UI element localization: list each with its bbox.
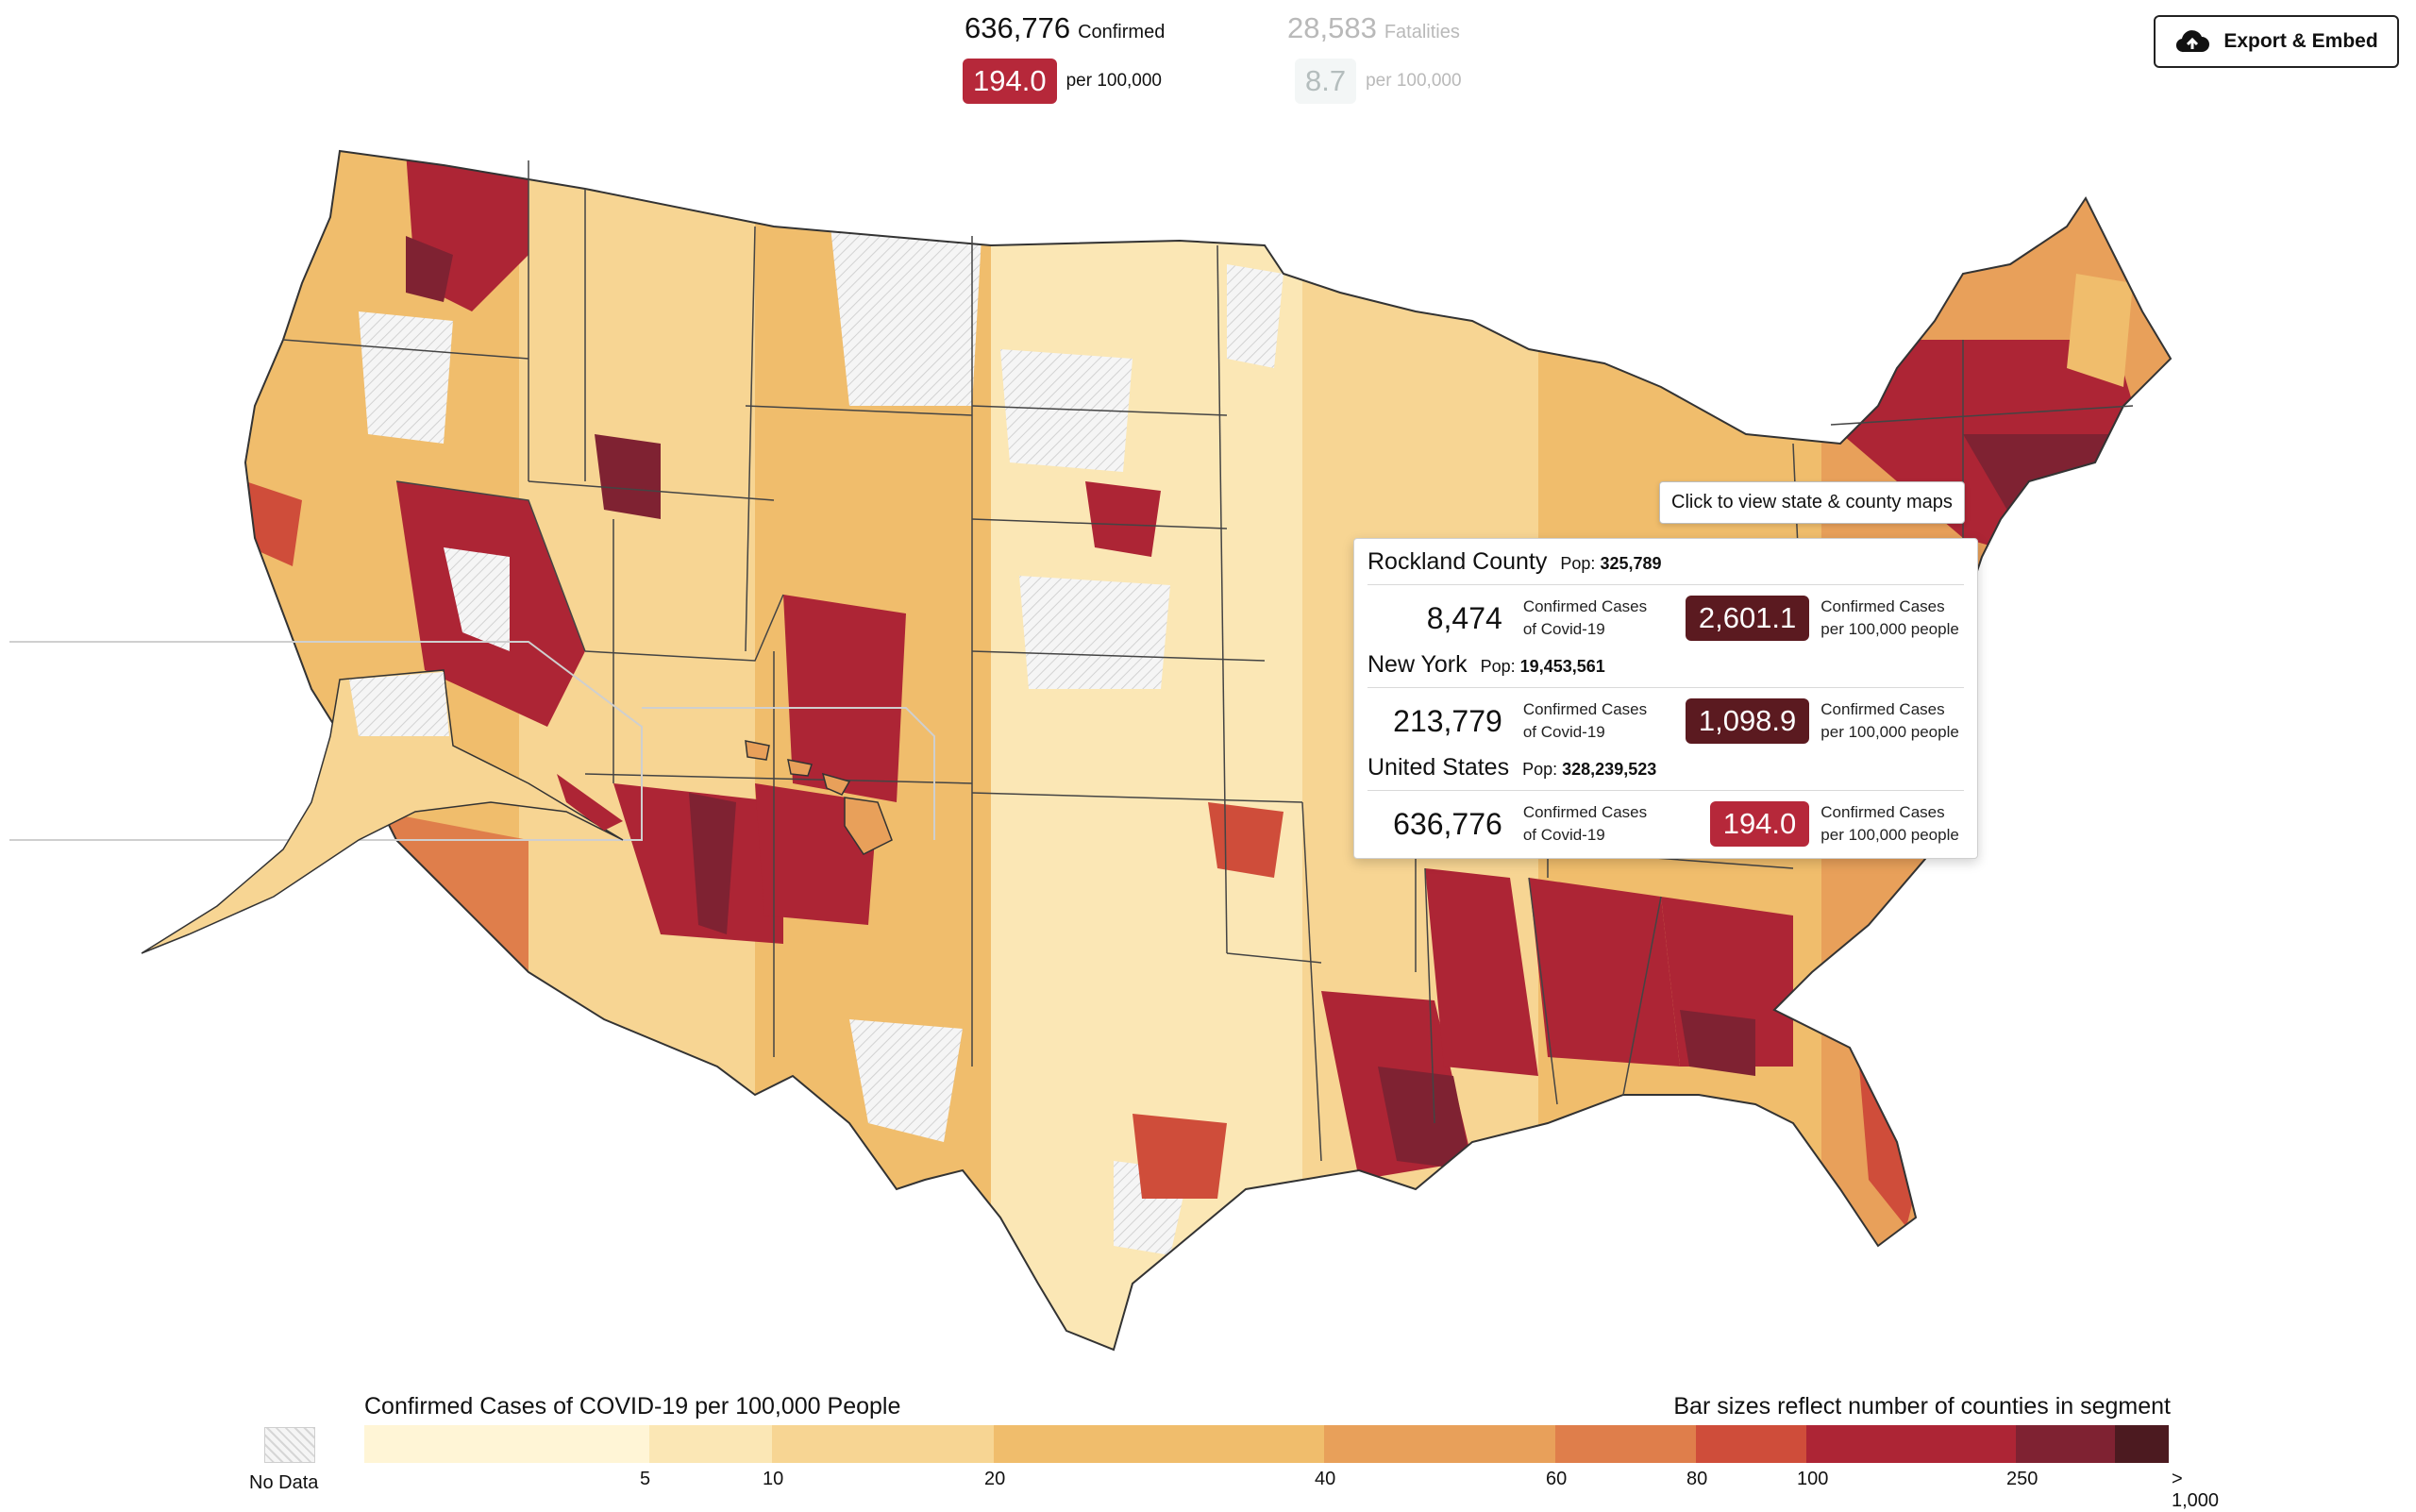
no-data-swatch	[264, 1427, 315, 1463]
state-pop: 19,453,561	[1519, 657, 1605, 676]
country-rate-badge: 194.0	[1709, 801, 1810, 847]
legend-note: Bar sizes reflect number of counties in …	[1673, 1393, 2171, 1420]
legend-segment-5	[1324, 1425, 1555, 1463]
hawaii-shape	[745, 740, 893, 855]
pop-label: Pop:	[1560, 554, 1596, 573]
legend-tick-label: 20	[984, 1469, 1006, 1489]
confirmed-label: Confirmed	[1078, 22, 1166, 42]
confirmed-stat: 636,776 Confirmed	[965, 11, 1165, 45]
panel-section-state: New York Pop: 19,453,561	[1367, 651, 1605, 678]
panel-row-state: 213,779 Confirmed Cases of Covid-19 1,098…	[1367, 687, 1964, 754]
legend-tick-label: 60	[1546, 1469, 1568, 1489]
state-cases: 213,779	[1393, 703, 1502, 738]
hawaii-inset-frame	[642, 707, 935, 840]
legend-segment-1	[364, 1425, 649, 1463]
export-embed-label: Export & Embed	[2223, 30, 2378, 52]
no-data-label: No Data	[249, 1472, 319, 1493]
county-pop: 325,789	[1600, 554, 1662, 573]
country-pop: 328,239,523	[1562, 760, 1657, 779]
panel-row-county: 8,474 Confirmed Cases of Covid-19 2,601.1…	[1367, 584, 1964, 651]
cloud-upload-icon	[2176, 30, 2210, 53]
legend-tick-label: 100	[1797, 1469, 1829, 1489]
fatalities-stat: 28,583 Fatalities	[1287, 11, 1460, 45]
fatalities-per-label: per 100,000	[1366, 71, 1462, 91]
legend-tick-label: 80	[1686, 1469, 1708, 1489]
legend-segment-9	[2016, 1425, 2115, 1463]
fatalities-rate: 8.7 per 100,000	[1295, 59, 1462, 104]
alaska-inset-frame	[9, 641, 643, 841]
confirmed-per-label: per 100,000	[1065, 71, 1162, 91]
legend-tick-label: 40	[1315, 1469, 1336, 1489]
state-rate-badge: 1,098.9	[1685, 698, 1810, 744]
rate-desc: Confirmed Cases per 100,000 people	[1820, 597, 1959, 638]
county-cases: 8,474	[1426, 600, 1502, 635]
legend-tick-label: 250	[2006, 1469, 2038, 1489]
fatalities-label: Fatalities	[1384, 22, 1460, 42]
fatalities-rate-badge: 8.7	[1295, 59, 1357, 104]
legend-tick-label: > 1,000	[2172, 1469, 2220, 1511]
legend-segment-4	[994, 1425, 1324, 1463]
legend-segment-10	[2115, 1425, 2169, 1463]
panel-section-country: United States Pop: 328,239,523	[1367, 754, 1657, 781]
legend-tick-label: 5	[640, 1469, 651, 1489]
fatalities-value: 28,583	[1287, 11, 1377, 44]
map-hover-hint: Click to view state & county maps	[1659, 481, 1965, 524]
export-embed-button[interactable]: Export & Embed	[2154, 15, 2399, 68]
panel-row-country: 636,776 Confirmed Cases of Covid-19 194.0…	[1367, 790, 1964, 857]
county-name: Rockland County	[1367, 548, 1548, 575]
country-cases: 636,776	[1393, 806, 1502, 841]
legend-segment-6	[1555, 1425, 1696, 1463]
location-info-panel: Rockland County Pop: 325,789 8,474 Confi…	[1353, 538, 1978, 859]
cases-desc: Confirmed Cases of Covid-19	[1522, 597, 1648, 638]
state-name: New York	[1367, 651, 1468, 678]
alaska-shape	[141, 669, 624, 954]
confirmed-value: 636,776	[965, 11, 1071, 44]
legend-segment-3	[772, 1425, 994, 1463]
confirmed-rate: 194.0 per 100,000	[963, 59, 1162, 104]
legend-ticks: 5 10 20 40 60 80 100 250 > 1,000	[364, 1469, 2219, 1511]
legend-segment-2	[649, 1425, 772, 1463]
legend-color-bar	[364, 1425, 2171, 1463]
legend-tick-label: 10	[763, 1469, 784, 1489]
legend-segment-7	[1696, 1425, 1806, 1463]
confirmed-rate-badge: 194.0	[963, 59, 1057, 104]
panel-section-county: Rockland County Pop: 325,789	[1367, 548, 1964, 584]
country-name: United States	[1367, 754, 1510, 781]
county-rate-badge: 2,601.1	[1685, 596, 1810, 641]
legend-title: Confirmed Cases of COVID-19 per 100,000 …	[364, 1393, 901, 1420]
legend-segment-8	[1806, 1425, 2016, 1463]
us-county-map[interactable]	[0, 123, 2265, 1378]
